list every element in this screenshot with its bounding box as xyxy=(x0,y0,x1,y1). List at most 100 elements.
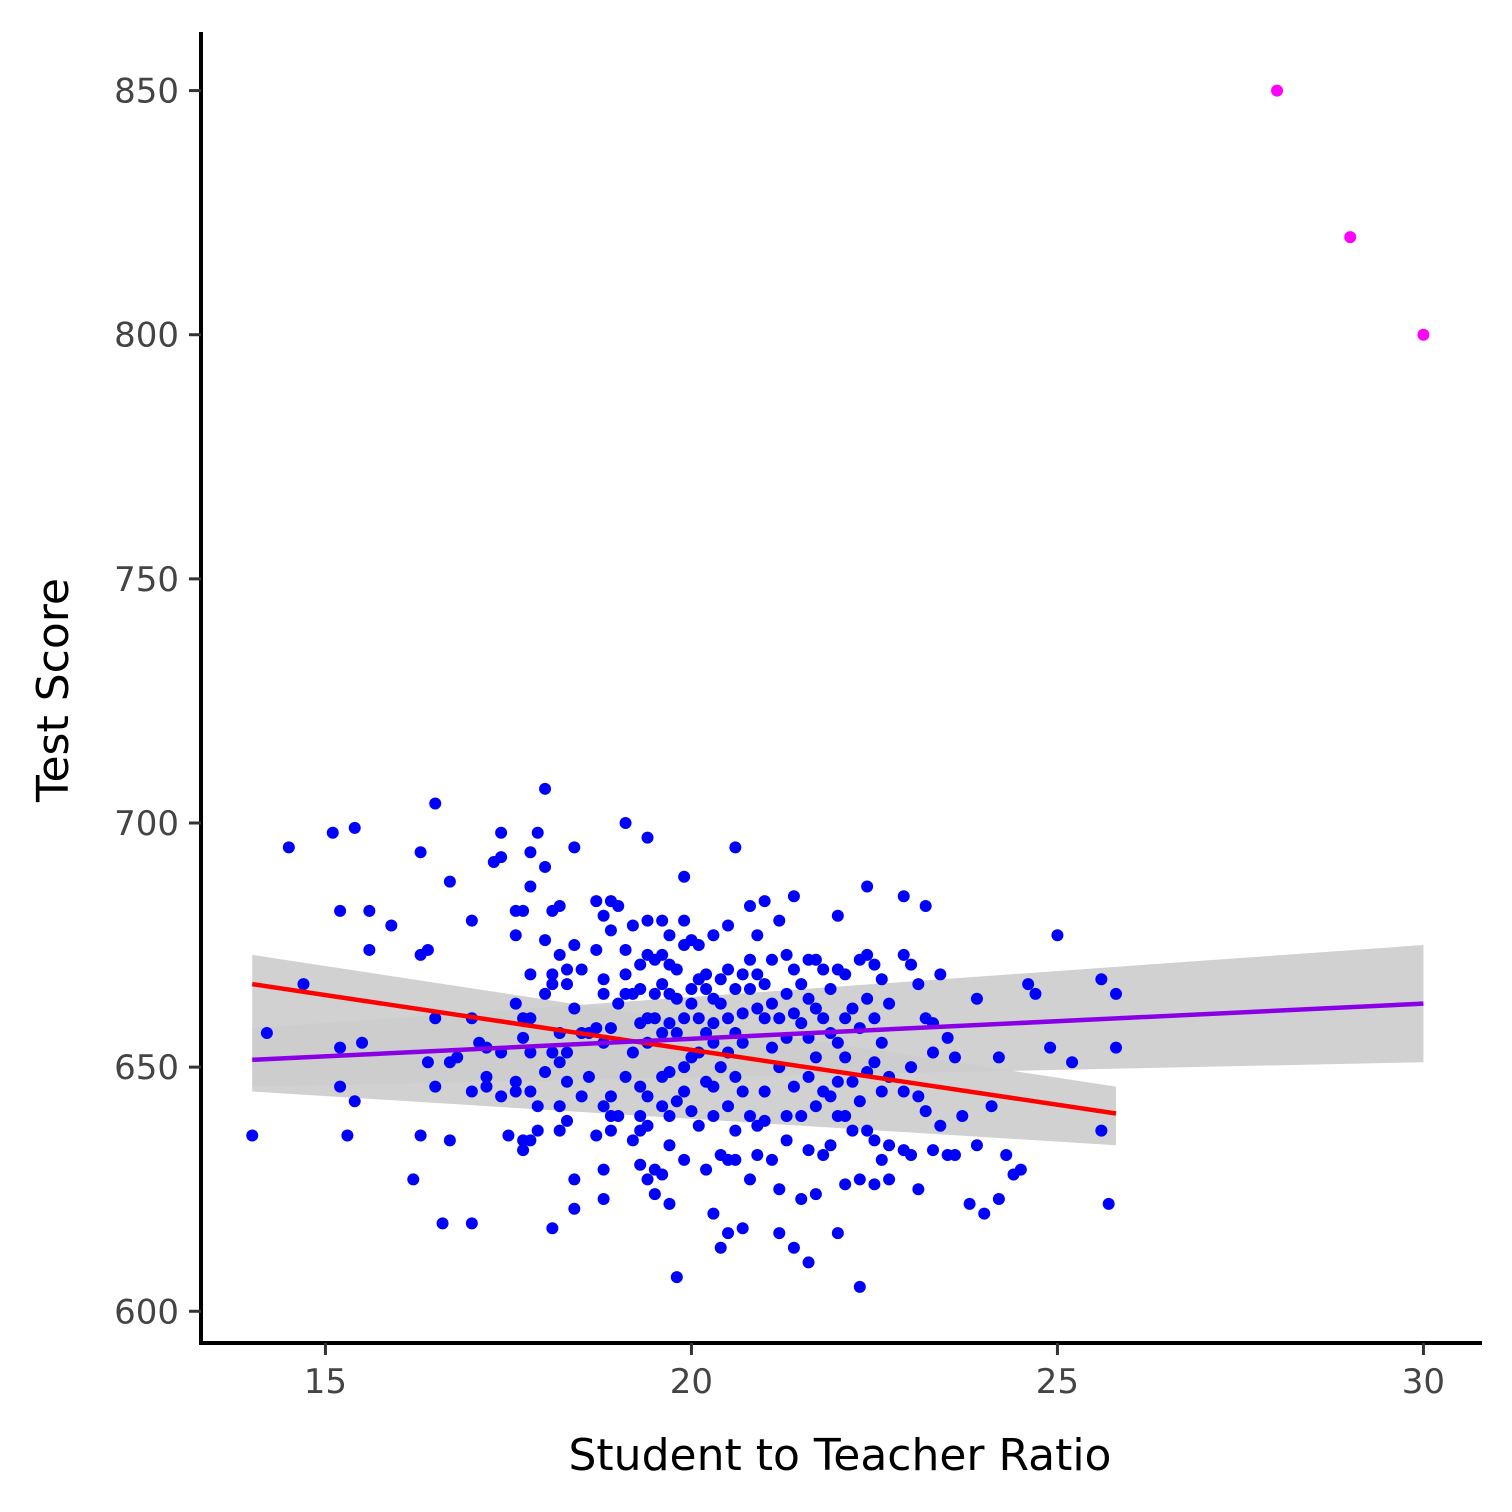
data-point-219 xyxy=(744,1109,756,1122)
data-point-75 xyxy=(553,948,566,961)
data-point-180 xyxy=(692,1119,705,1132)
data-point-338 xyxy=(992,1051,1005,1064)
data-point-239 xyxy=(773,1227,786,1240)
data-point-81 xyxy=(561,978,573,991)
data-point-343 xyxy=(1022,978,1035,991)
data-point-159 xyxy=(670,963,683,976)
data-point-269 xyxy=(824,983,837,996)
data-point-77 xyxy=(553,1056,566,1069)
data-point-330 xyxy=(948,1051,961,1064)
data-point-96 xyxy=(590,943,603,956)
data-point-210 xyxy=(729,1153,742,1166)
data-point-233 xyxy=(765,1041,778,1054)
data-point-191 xyxy=(707,1109,720,1122)
data-point-3 xyxy=(282,841,295,854)
data-point-158 xyxy=(663,1197,676,1210)
data-point-178 xyxy=(692,1012,705,1025)
data-point-55 xyxy=(524,880,537,893)
data-point-268 xyxy=(817,1149,830,1162)
fit-line-2 xyxy=(252,1001,1424,1063)
x-tick-label-15: 15 xyxy=(304,1362,347,1402)
data-point-82 xyxy=(561,1046,573,1059)
data-point-62 xyxy=(531,1100,544,1113)
data-point-326 xyxy=(934,968,947,981)
data-point-245 xyxy=(787,890,800,903)
data-point-315 xyxy=(905,1061,918,1074)
data-point-9 xyxy=(341,1129,354,1142)
data-point-16 xyxy=(407,1173,420,1186)
data-point-265 xyxy=(817,963,830,976)
data-point-104 xyxy=(597,1163,610,1176)
data-point-283 xyxy=(839,1178,852,1191)
data-points xyxy=(246,84,1430,1293)
data-point-137 xyxy=(641,1119,654,1132)
data-point-29 xyxy=(451,1051,464,1064)
data-point-280 xyxy=(839,1012,852,1025)
data-point-66 xyxy=(539,934,552,947)
data-point-255 xyxy=(802,992,815,1005)
data-point-213 xyxy=(736,1036,749,1049)
data-point-59 xyxy=(524,1085,537,1098)
data-point-340 xyxy=(1000,1149,1013,1162)
data-point-262 xyxy=(809,1051,822,1064)
data-point-172 xyxy=(685,983,698,996)
data-point-117 xyxy=(619,968,632,981)
data-point-10 xyxy=(348,821,361,834)
data-point-222 xyxy=(751,968,764,981)
data-point-67 xyxy=(539,987,552,1000)
data-point-228 xyxy=(758,1012,771,1025)
data-point-275 xyxy=(831,1036,844,1049)
data-point-173 xyxy=(685,997,698,1010)
data-point-214 xyxy=(736,1085,749,1098)
data-point-33 xyxy=(465,1217,478,1230)
data-point-306 xyxy=(883,997,896,1010)
data-point-149 xyxy=(656,1100,669,1113)
data-point-246 xyxy=(787,963,800,976)
data-point-271 xyxy=(824,1090,837,1103)
data-point-223 xyxy=(751,1002,764,1015)
data-point-100 xyxy=(597,973,610,986)
data-point-154 xyxy=(663,1017,676,1030)
data-point-23 xyxy=(429,1012,442,1025)
data-point-20 xyxy=(421,943,434,956)
data-point-95 xyxy=(590,895,603,908)
data-point-120 xyxy=(626,919,639,932)
data-point-250 xyxy=(795,978,808,991)
data-point-88 xyxy=(568,1173,581,1186)
data-point-65 xyxy=(539,860,552,873)
data-point-327 xyxy=(934,1119,947,1132)
data-point-302 xyxy=(875,973,888,986)
data-point-190 xyxy=(707,1080,720,1093)
data-point-130 xyxy=(634,1158,647,1171)
data-point-199 xyxy=(722,963,735,976)
data-point-56 xyxy=(524,968,537,981)
data-point-209 xyxy=(729,1124,742,1137)
y-tick-label-600: 600 xyxy=(114,1292,179,1332)
x-tick-label-25: 25 xyxy=(1036,1362,1079,1402)
data-point-293 xyxy=(861,948,874,961)
data-point-258 xyxy=(802,1144,815,1157)
data-point-8 xyxy=(334,1041,347,1054)
data-point-63 xyxy=(531,1124,544,1137)
data-point-147 xyxy=(656,1026,669,1039)
data-point-43 xyxy=(502,1129,515,1142)
data-point-232 xyxy=(765,997,778,1010)
data-point-32 xyxy=(465,1085,478,1098)
data-point-339 xyxy=(992,1192,1005,1205)
data-point-54 xyxy=(524,846,537,859)
data-point-215 xyxy=(736,1222,749,1235)
data-point-316 xyxy=(905,1149,918,1162)
data-point-73 xyxy=(546,1222,559,1235)
data-point-19 xyxy=(414,1129,427,1142)
data-point-188 xyxy=(707,1017,720,1030)
data-point-336 xyxy=(978,1207,991,1220)
data-point-281 xyxy=(839,1051,852,1064)
data-point-176 xyxy=(692,939,705,952)
data-point-240 xyxy=(780,948,793,961)
data-point-335 xyxy=(970,1139,983,1152)
data-point-136 xyxy=(641,1090,654,1103)
data-point-169 xyxy=(678,1085,691,1098)
data-point-2 xyxy=(260,1026,273,1039)
y-tick-label-650: 650 xyxy=(114,1048,179,1088)
data-point-278 xyxy=(831,1227,844,1240)
